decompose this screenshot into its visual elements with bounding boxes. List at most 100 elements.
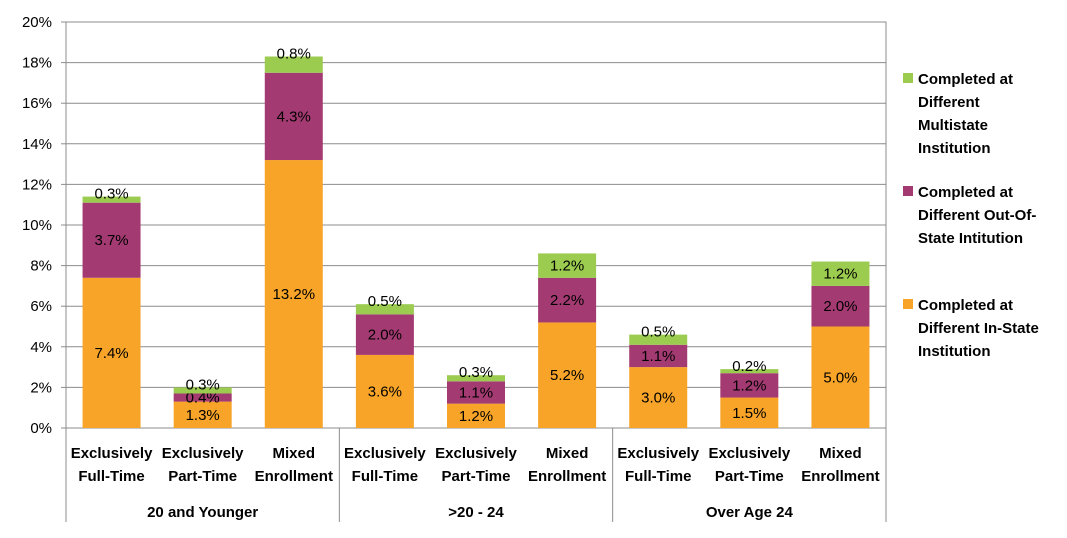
x-category-label: Full-Time	[625, 468, 691, 485]
bar-segment	[82, 277, 141, 428]
bar-segment	[82, 202, 141, 278]
legend-label: Completed at	[918, 184, 1013, 201]
bar-segment	[538, 253, 597, 278]
legend-label: Completed at	[918, 297, 1013, 314]
bar-segment	[720, 373, 779, 398]
data-label: 5.2%	[550, 367, 584, 384]
data-label: 3.7%	[94, 232, 128, 249]
x-group-label: >20 - 24	[448, 504, 504, 521]
x-category-label: Enrollment	[801, 468, 879, 485]
y-tick-label: 4%	[30, 339, 52, 356]
y-tick-label: 20%	[22, 14, 52, 31]
legend-label: Different	[918, 94, 980, 111]
bar-segment	[447, 375, 505, 382]
x-category-label: Full-Time	[78, 468, 144, 485]
data-label: 2.2%	[550, 292, 584, 309]
x-category-label: Exclusively	[71, 445, 153, 462]
data-label: 0.3%	[459, 364, 493, 381]
bar-segment	[355, 314, 414, 355]
x-category-label: Exclusively	[708, 445, 790, 462]
data-label: 3.0%	[641, 390, 675, 407]
data-label: 0.4%	[186, 390, 220, 407]
data-label: 1.1%	[641, 348, 675, 365]
x-category-label: Part-Time	[168, 468, 237, 485]
bar-segment	[447, 403, 505, 428]
x-category-label: Part-Time	[442, 468, 511, 485]
y-tick-label: 0%	[30, 420, 52, 437]
x-category-label: Mixed	[546, 445, 589, 462]
bar-segment	[264, 160, 323, 429]
data-label: 0.3%	[186, 376, 220, 393]
data-label: 0.5%	[368, 293, 402, 310]
x-category-label: Part-Time	[715, 468, 784, 485]
bar-segment	[355, 354, 414, 428]
bar-segment	[629, 367, 688, 428]
x-group-label: 20 and Younger	[147, 504, 258, 521]
bar-segment	[264, 72, 323, 161]
data-label: 4.3%	[277, 108, 311, 125]
bar-segment	[264, 56, 323, 73]
legend-label: Different Out-Of-	[918, 207, 1036, 224]
bar-segment	[629, 344, 688, 368]
legend-swatch	[903, 299, 913, 309]
x-group-label: Over Age 24	[706, 504, 794, 521]
data-label: 0.2%	[732, 358, 766, 375]
data-label: 2.0%	[368, 327, 402, 344]
y-tick-label: 18%	[22, 55, 52, 72]
data-label: 1.2%	[459, 408, 493, 425]
x-category-label: Exclusively	[617, 445, 699, 462]
data-label: 7.4%	[94, 345, 128, 362]
y-tick-label: 2%	[30, 379, 52, 396]
data-label: 2.0%	[823, 298, 857, 315]
bar-segment	[629, 334, 688, 345]
data-label: 1.2%	[732, 377, 766, 394]
data-label: 3.6%	[368, 383, 402, 400]
bar-segment	[811, 285, 870, 327]
bar-segment	[538, 277, 597, 323]
legend-swatch	[903, 73, 913, 83]
bar-segment	[811, 261, 870, 286]
bar-segment	[720, 369, 779, 374]
data-label: 5.0%	[823, 369, 857, 386]
data-label: 1.2%	[823, 266, 857, 283]
data-label: 13.2%	[273, 286, 316, 303]
x-category-label: Enrollment	[528, 468, 606, 485]
y-tick-label: 10%	[22, 217, 52, 234]
legend-swatch	[903, 186, 913, 196]
y-tick-label: 12%	[22, 176, 52, 193]
x-category-label: Exclusively	[344, 445, 426, 462]
data-label: 1.1%	[459, 384, 493, 401]
bar-segment	[447, 381, 505, 404]
data-label: 1.5%	[732, 405, 766, 422]
data-label: 1.2%	[550, 258, 584, 275]
bar-segment	[355, 304, 414, 315]
data-label: 0.5%	[641, 324, 675, 341]
legend-label: Completed at	[918, 71, 1013, 88]
x-category-label: Mixed	[273, 445, 316, 462]
bar-segment	[82, 196, 141, 203]
y-tick-label: 8%	[30, 258, 52, 275]
legend-label: Different In-State	[918, 320, 1039, 337]
legend-label: Multistate	[918, 117, 988, 134]
bar-segment	[538, 322, 597, 428]
legend-label: Institution	[918, 140, 990, 157]
legend-label: State Intitution	[918, 230, 1023, 247]
x-category-label: Full-Time	[352, 468, 418, 485]
x-category-label: Exclusively	[435, 445, 517, 462]
x-category-label: Mixed	[819, 445, 862, 462]
bar-segment	[811, 326, 870, 428]
y-tick-label: 6%	[30, 298, 52, 315]
x-category-label: Exclusively	[162, 445, 244, 462]
bar-segment	[173, 393, 232, 402]
data-label: 0.8%	[277, 46, 311, 63]
bar-segment	[720, 397, 779, 428]
bar-segment	[173, 401, 232, 428]
data-label: 0.3%	[94, 186, 128, 203]
data-label: 1.3%	[186, 407, 220, 424]
y-tick-label: 16%	[22, 95, 52, 112]
y-tick-label: 14%	[22, 136, 52, 153]
legend-label: Institution	[918, 343, 990, 360]
bar-segment	[173, 387, 232, 394]
x-category-label: Enrollment	[255, 468, 333, 485]
